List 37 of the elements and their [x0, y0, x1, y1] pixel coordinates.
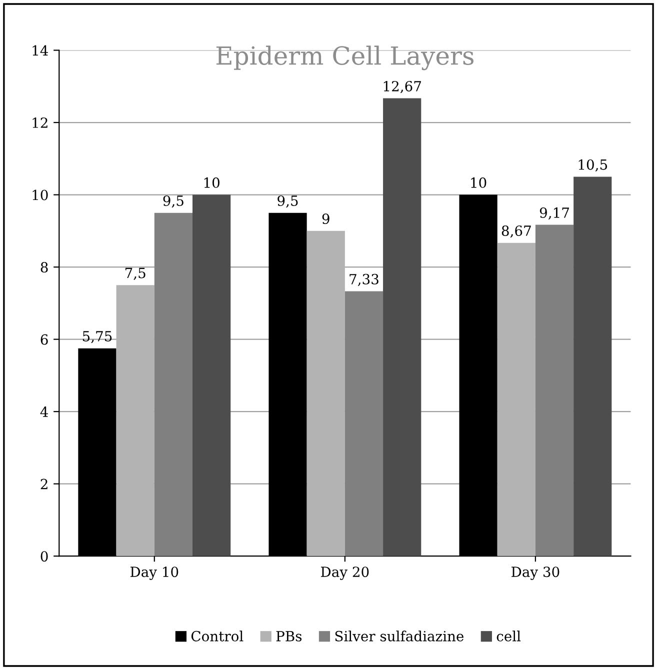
bar [574, 176, 612, 556]
bar [383, 98, 422, 556]
data-label: 9,17 [540, 207, 569, 220]
data-label: 10 [204, 177, 220, 188]
y-tick-label: 8 [40, 262, 48, 273]
data-label: 9,5 [163, 195, 184, 208]
x-tick-label: Day 20 [321, 566, 369, 580]
y-tick-label: 6 [40, 334, 48, 345]
data-label: 10 [471, 177, 486, 188]
data-label: 12,67 [384, 80, 421, 94]
bar [192, 194, 231, 556]
y-tick-label: 2 [40, 478, 48, 490]
data-label: 9,5 [278, 195, 298, 208]
bar [116, 285, 154, 556]
data-label: 5,75 [82, 331, 112, 344]
y-tick-label: 0 [40, 551, 48, 562]
y-tick-label: 12 [32, 117, 48, 128]
bar [306, 230, 345, 556]
y-tick-label: 14 [32, 45, 48, 56]
data-label: 10,5 [578, 159, 608, 172]
legend-label: PBs [276, 631, 302, 642]
x-tick-label: Day 30 [512, 566, 560, 580]
legend-label: Silver sulfadiazine [335, 630, 464, 642]
x-tick-label: Day 10 [130, 566, 178, 580]
bar [344, 291, 384, 556]
data-label: 7,5 [125, 268, 146, 280]
data-label: 8,67 [502, 225, 531, 238]
bar [535, 224, 574, 556]
data-label: 9 [322, 214, 330, 224]
bar [154, 212, 192, 556]
y-tick-label: 10 [32, 190, 48, 200]
y-tick-label: 4 [40, 406, 48, 417]
bar [497, 242, 536, 556]
data-label: 7,33 [350, 274, 378, 286]
legend-label: cell [496, 630, 521, 642]
legend-label: Control [191, 630, 244, 642]
chart-title: Epiderm Cell Layers [216, 46, 474, 70]
